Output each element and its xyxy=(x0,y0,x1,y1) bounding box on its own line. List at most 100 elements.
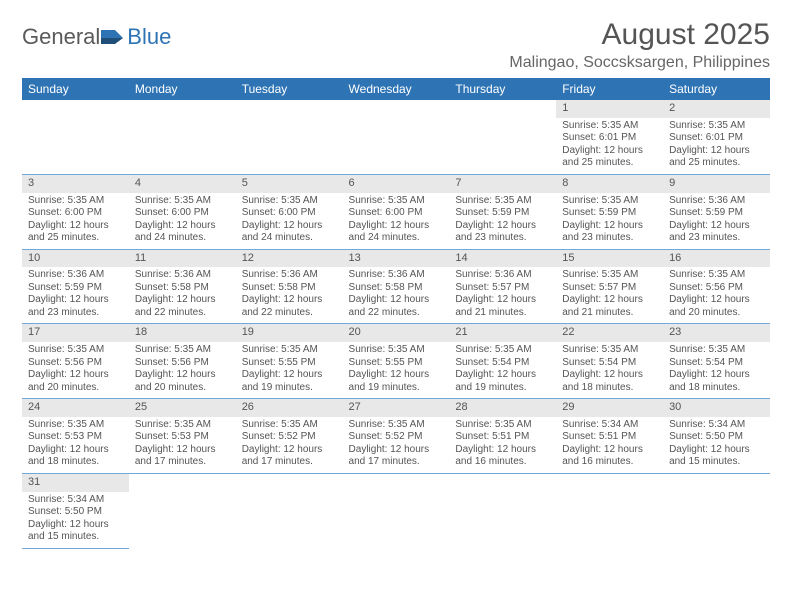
sunset: Sunset: 5:50 PM xyxy=(669,431,764,444)
day-number: 27 xyxy=(343,399,450,417)
calendar-cell: ..... xyxy=(449,100,556,174)
sunrise: Sunrise: 5:35 AM xyxy=(242,344,337,357)
daylight-1: Daylight: 12 hours xyxy=(455,220,550,233)
daylight-1: Daylight: 12 hours xyxy=(455,444,550,457)
sunset: Sunset: 5:57 PM xyxy=(455,282,550,295)
calendar-row: .........................1Sunrise: 5:35 … xyxy=(22,100,770,174)
sunset: Sunset: 5:53 PM xyxy=(28,431,123,444)
day-body: Sunrise: 5:35 AMSunset: 5:52 PMDaylight:… xyxy=(343,417,450,473)
flag-icon xyxy=(101,24,125,50)
day-number: 24 xyxy=(22,399,129,417)
daylight-2: and 23 minutes. xyxy=(455,232,550,245)
header: General Blue August 2025 Malingao, Soccs… xyxy=(22,18,770,72)
day-body: Sunrise: 5:36 AMSunset: 5:59 PMDaylight:… xyxy=(22,267,129,323)
day-number: 12 xyxy=(236,250,343,268)
daylight-1: Daylight: 12 hours xyxy=(135,294,230,307)
sunrise: Sunrise: 5:35 AM xyxy=(135,344,230,357)
sunrise: Sunrise: 5:34 AM xyxy=(669,419,764,432)
daylight-2: and 22 minutes. xyxy=(135,307,230,320)
sunset: Sunset: 5:56 PM xyxy=(28,357,123,370)
sunrise: Sunrise: 5:35 AM xyxy=(562,120,657,133)
day-number: 13 xyxy=(343,250,450,268)
sunrise: Sunrise: 5:36 AM xyxy=(669,195,764,208)
day-body: Sunrise: 5:35 AMSunset: 5:53 PMDaylight:… xyxy=(129,417,236,473)
sunset: Sunset: 5:58 PM xyxy=(349,282,444,295)
day-number: 29 xyxy=(556,399,663,417)
daylight-2: and 25 minutes. xyxy=(562,157,657,170)
sunset: Sunset: 5:54 PM xyxy=(562,357,657,370)
day-body: Sunrise: 5:35 AMSunset: 5:59 PMDaylight:… xyxy=(449,193,556,249)
calendar-cell: 23Sunrise: 5:35 AMSunset: 5:54 PMDayligh… xyxy=(663,324,770,399)
sunrise: Sunrise: 5:35 AM xyxy=(455,419,550,432)
sunrise: Sunrise: 5:35 AM xyxy=(669,344,764,357)
day-body: Sunrise: 5:35 AMSunset: 5:54 PMDaylight:… xyxy=(663,342,770,398)
daylight-1: Daylight: 12 hours xyxy=(669,220,764,233)
day-body: Sunrise: 5:35 AMSunset: 5:54 PMDaylight:… xyxy=(556,342,663,398)
daylight-2: and 23 minutes. xyxy=(562,232,657,245)
day-body: Sunrise: 5:34 AMSunset: 5:50 PMDaylight:… xyxy=(22,492,129,548)
day-number: 23 xyxy=(663,324,770,342)
day-body: Sunrise: 5:35 AMSunset: 5:52 PMDaylight:… xyxy=(236,417,343,473)
daylight-1: Daylight: 12 hours xyxy=(28,519,123,532)
sunrise: Sunrise: 5:36 AM xyxy=(455,269,550,282)
calendar-cell: 4Sunrise: 5:35 AMSunset: 6:00 PMDaylight… xyxy=(129,174,236,249)
calendar-cell: 18Sunrise: 5:35 AMSunset: 5:56 PMDayligh… xyxy=(129,324,236,399)
day-body: Sunrise: 5:34 AMSunset: 5:50 PMDaylight:… xyxy=(663,417,770,473)
sunset: Sunset: 5:52 PM xyxy=(242,431,337,444)
day-number: 2 xyxy=(663,100,770,118)
calendar-cell: 1Sunrise: 5:35 AMSunset: 6:01 PMDaylight… xyxy=(556,100,663,174)
day-body: Sunrise: 5:35 AMSunset: 6:00 PMDaylight:… xyxy=(343,193,450,249)
calendar-row: 24Sunrise: 5:35 AMSunset: 5:53 PMDayligh… xyxy=(22,399,770,474)
day-number: 21 xyxy=(449,324,556,342)
daylight-2: and 22 minutes. xyxy=(349,307,444,320)
sunset: Sunset: 6:01 PM xyxy=(562,132,657,145)
day-body: Sunrise: 5:36 AMSunset: 5:58 PMDaylight:… xyxy=(129,267,236,323)
day-body: Sunrise: 5:36 AMSunset: 5:58 PMDaylight:… xyxy=(236,267,343,323)
day-number: 22 xyxy=(556,324,663,342)
calendar-cell: 10Sunrise: 5:36 AMSunset: 5:59 PMDayligh… xyxy=(22,249,129,324)
sunrise: Sunrise: 5:35 AM xyxy=(242,195,337,208)
calendar-cell: 20Sunrise: 5:35 AMSunset: 5:55 PMDayligh… xyxy=(343,324,450,399)
daylight-2: and 15 minutes. xyxy=(28,531,123,544)
sunrise: Sunrise: 5:35 AM xyxy=(349,419,444,432)
daylight-1: Daylight: 12 hours xyxy=(669,444,764,457)
location: Malingao, Soccsksargen, Philippines xyxy=(509,54,770,72)
day-body: Sunrise: 5:35 AMSunset: 5:55 PMDaylight:… xyxy=(236,342,343,398)
day-body: Sunrise: 5:36 AMSunset: 5:57 PMDaylight:… xyxy=(449,267,556,323)
day-body: Sunrise: 5:35 AMSunset: 5:56 PMDaylight:… xyxy=(22,342,129,398)
calendar-cell: 9Sunrise: 5:36 AMSunset: 5:59 PMDaylight… xyxy=(663,174,770,249)
daylight-2: and 15 minutes. xyxy=(669,456,764,469)
daylight-2: and 23 minutes. xyxy=(669,232,764,245)
sunset: Sunset: 5:50 PM xyxy=(28,506,123,519)
sunset: Sunset: 5:51 PM xyxy=(562,431,657,444)
day-number: 6 xyxy=(343,175,450,193)
calendar-head: SundayMondayTuesdayWednesdayThursdayFrid… xyxy=(22,78,770,100)
sunrise: Sunrise: 5:34 AM xyxy=(562,419,657,432)
sunrise: Sunrise: 5:35 AM xyxy=(562,269,657,282)
daylight-1: Daylight: 12 hours xyxy=(28,369,123,382)
calendar-row: 31Sunrise: 5:34 AMSunset: 5:50 PMDayligh… xyxy=(22,473,770,548)
calendar-cell: 7Sunrise: 5:35 AMSunset: 5:59 PMDaylight… xyxy=(449,174,556,249)
daylight-2: and 21 minutes. xyxy=(455,307,550,320)
daylight-1: Daylight: 12 hours xyxy=(562,444,657,457)
sunrise: Sunrise: 5:35 AM xyxy=(455,344,550,357)
calendar-cell: ..... xyxy=(22,100,129,174)
sunset: Sunset: 5:56 PM xyxy=(135,357,230,370)
weekday-header: Wednesday xyxy=(343,78,450,100)
sunrise: Sunrise: 5:35 AM xyxy=(669,269,764,282)
daylight-1: Daylight: 12 hours xyxy=(242,444,337,457)
daylight-1: Daylight: 12 hours xyxy=(669,145,764,158)
day-number: 20 xyxy=(343,324,450,342)
day-body: Sunrise: 5:35 AMSunset: 6:00 PMDaylight:… xyxy=(236,193,343,249)
sunset: Sunset: 5:54 PM xyxy=(669,357,764,370)
sunset: Sunset: 6:01 PM xyxy=(669,132,764,145)
calendar-cell: 16Sunrise: 5:35 AMSunset: 5:56 PMDayligh… xyxy=(663,249,770,324)
day-body: Sunrise: 5:35 AMSunset: 5:53 PMDaylight:… xyxy=(22,417,129,473)
day-number: 8 xyxy=(556,175,663,193)
sunrise: Sunrise: 5:36 AM xyxy=(242,269,337,282)
calendar-cell: 30Sunrise: 5:34 AMSunset: 5:50 PMDayligh… xyxy=(663,399,770,474)
daylight-1: Daylight: 12 hours xyxy=(455,294,550,307)
day-number: 9 xyxy=(663,175,770,193)
sunset: Sunset: 5:53 PM xyxy=(135,431,230,444)
sunset: Sunset: 6:00 PM xyxy=(242,207,337,220)
